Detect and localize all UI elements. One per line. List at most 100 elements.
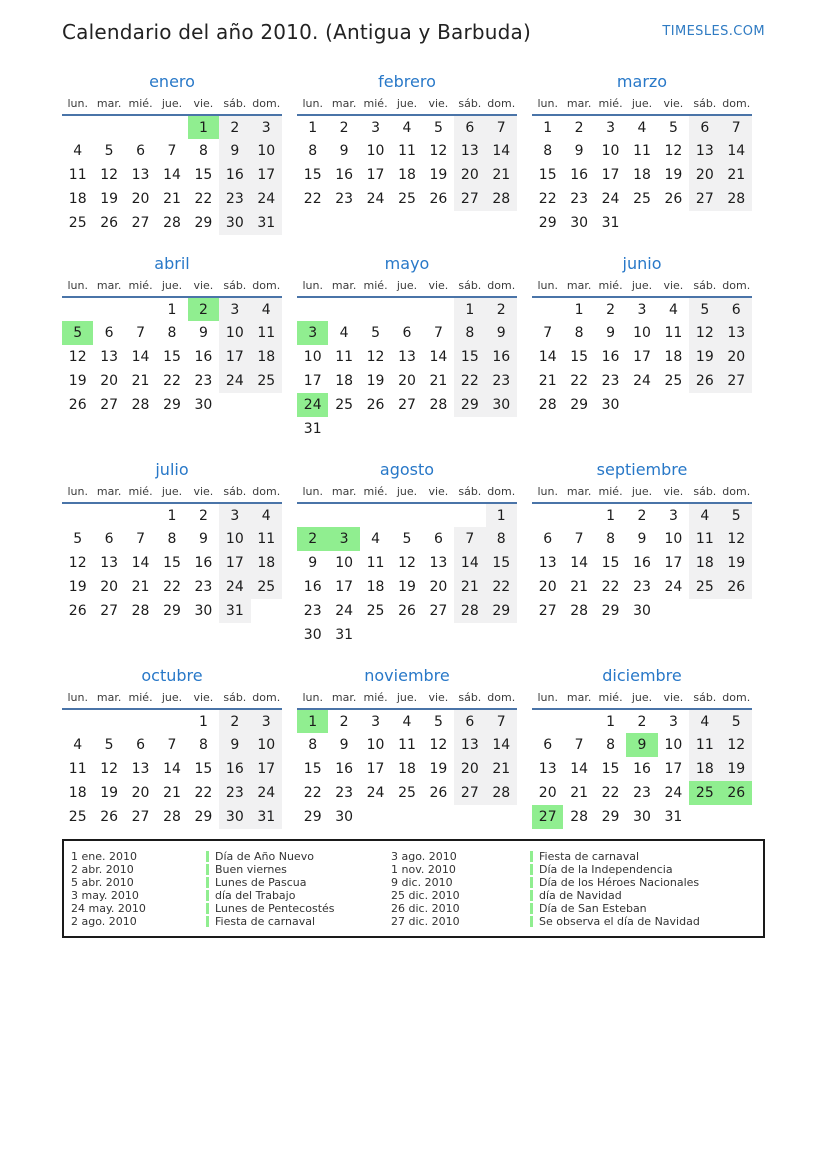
day-cell: 12 [68, 349, 87, 365]
week-row: 19 20 21 22 23 24 25 [62, 575, 282, 599]
day-cell: 10 [601, 143, 620, 159]
month-abril: abril lun. mar. mié. jue. vie. sáb. dom. 1 2 3 4 5 6 7… [62, 254, 282, 417]
day-cell: 7 [167, 143, 177, 159]
day-cell: 15 [194, 167, 213, 183]
day-cell: 27 [131, 215, 150, 231]
week-row: 14 15 16 17 18 19 20 [532, 345, 752, 369]
day-cell-weekend: 10 [250, 733, 282, 757]
month-diciembre: diciembre lun. mar. mié. jue. vie. sáb. dom. 1 2 3… [532, 666, 752, 829]
day-cell-empty [219, 393, 250, 417]
day-cell-empty [423, 503, 454, 527]
month-title: diciembre [602, 666, 682, 685]
day-cell-weekend: 25 [250, 575, 282, 599]
day-cell: 21 [131, 373, 150, 389]
month-title: enero [149, 72, 195, 91]
weekday-header: vie. [657, 691, 690, 710]
day-cell-weekend: 7 [454, 527, 486, 551]
day-cell: 21 [570, 579, 589, 595]
day-cell: 23 [194, 373, 213, 389]
weekday-header: mar. [93, 97, 125, 116]
day-cell: 24 [664, 785, 683, 801]
week-row: 10 11 12 13 14 15 16 [297, 345, 517, 369]
day-cell-weekend: 22 [485, 575, 517, 599]
week-row: 25 26 27 28 29 30 31 [62, 805, 282, 829]
day-cell-weekend: 11 [250, 321, 282, 345]
day-cell-empty [328, 417, 359, 441]
day-cell-weekend: 14 [485, 139, 517, 163]
holiday-marker-icon [206, 877, 209, 888]
day-cell-empty [626, 393, 657, 417]
day-cell: 12 [68, 555, 87, 571]
day-cell: 13 [131, 167, 150, 183]
day-cell: 6 [543, 531, 553, 547]
weekday-header: dom. [485, 97, 517, 116]
day-cell: 28 [570, 603, 589, 619]
week-row: 21 22 23 24 25 26 27 [532, 369, 752, 393]
day-cell-weekend: 5 [689, 297, 721, 321]
day-cell: 16 [570, 167, 589, 183]
day-cell: 17 [366, 761, 385, 777]
day-cell: 7 [433, 325, 443, 341]
day-cell: 9 [198, 531, 208, 547]
day-cell-weekend: 1 [485, 503, 517, 527]
legend-holiday-entry: Día de San Esteban [530, 902, 757, 915]
day-cell: 2 [637, 507, 647, 524]
day-cell-weekend: 7 [720, 115, 752, 139]
page-header: Calendario del año 2010. (Antigua y Barb… [62, 20, 765, 44]
day-cell-empty [689, 599, 720, 623]
week-row: 28 29 30 [532, 393, 752, 417]
day-cell: 19 [429, 167, 448, 183]
day-cell-weekend: 14 [485, 733, 517, 757]
weekday-header: vie. [187, 691, 220, 710]
day-cell: 15 [194, 761, 213, 777]
legend-holiday-entry: Día de Año Nuevo [206, 850, 390, 863]
day-cell-weekend: 31 [250, 211, 282, 235]
day-cell-weekend: 11 [250, 527, 282, 551]
weekday-header: lun. [297, 97, 329, 116]
day-cell-weekend: 10 [219, 527, 251, 551]
week-row: 27 28 29 30 [532, 599, 752, 623]
legend-holiday-entry: Lunes de Pentecostés [206, 902, 390, 915]
weekday-header: lun. [297, 485, 329, 504]
day-cell: 25 [664, 373, 683, 389]
day-cell-weekend: 26 [720, 575, 752, 599]
day-cell-empty [93, 709, 124, 733]
day-cell-empty [93, 115, 124, 139]
day-cell-weekend: 19 [720, 757, 752, 781]
weekday-header: mié. [594, 97, 627, 116]
day-cell-weekend: 3 [250, 115, 282, 139]
month-grid: lun. mar. mié. jue. vie. sáb. dom. 1 2 3 4 5 6 7 8 9 10 1… [297, 485, 517, 647]
day-cell-weekend: 13 [454, 733, 486, 757]
day-cell: 24 [664, 579, 683, 595]
weekday-header: sáb. [454, 97, 486, 116]
day-cell-weekend: 29 [485, 599, 517, 623]
week-row: 15 16 17 18 19 20 21 [297, 757, 517, 781]
holiday-marker-icon [530, 916, 533, 927]
weekday-header: sáb. [689, 97, 721, 116]
day-cell: 16 [633, 555, 651, 571]
week-row: 12 13 14 15 16 17 18 [62, 551, 282, 575]
day-cell: 7 [574, 531, 584, 547]
day-cell: 2 [574, 119, 584, 136]
month-julio: julio lun. mar. mié. jue. vie. sáb. dom. 1 2 3 4 5 6 7… [62, 460, 282, 623]
day-cell-weekend: 6 [689, 115, 721, 139]
day-cell-weekend: 25 [689, 575, 721, 599]
day-cell-weekend: 31 [250, 805, 282, 829]
weekday-header: vie. [422, 97, 455, 116]
month-title: junio [622, 254, 662, 273]
week-row: 22 23 24 25 26 27 28 [297, 781, 517, 805]
day-cell: 16 [633, 761, 651, 777]
day-cell-weekend: 10 [250, 139, 282, 163]
day-cell-weekend: 17 [219, 345, 251, 369]
day-cell-weekend: 27 [454, 781, 486, 805]
day-cell: 21 [131, 579, 150, 595]
week-row: 5 6 7 8 9 10 11 [62, 527, 282, 551]
day-cell-weekend: 17 [250, 163, 282, 187]
month-febrero: febrero lun. mar. mié. jue. vie. sáb. dom. 1 2 3 4 5… [297, 72, 517, 211]
day-cell: 16 [194, 349, 213, 365]
day-cell: 30 [194, 397, 213, 413]
site-link[interactable]: TIMESLES.COM [662, 24, 765, 39]
day-cell: 21 [429, 373, 448, 389]
week-row: 15 16 17 18 19 20 21 [532, 163, 752, 187]
